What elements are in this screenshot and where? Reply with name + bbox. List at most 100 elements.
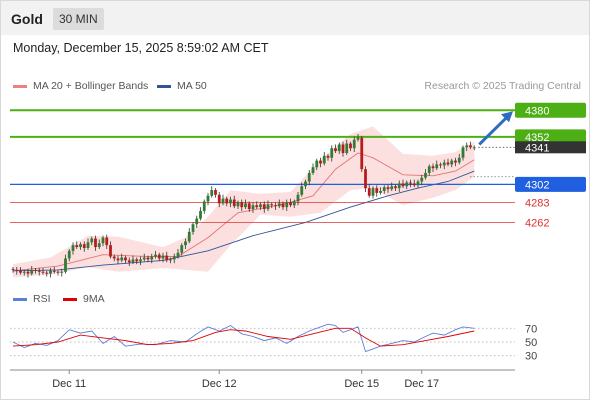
x-tick-label: Dec 15 xyxy=(344,378,379,390)
candle-body xyxy=(217,194,221,204)
candle-body xyxy=(390,186,394,190)
candle-body xyxy=(296,194,300,202)
candle-body xyxy=(427,166,431,173)
candle-body xyxy=(142,257,146,260)
candle-body xyxy=(375,188,379,193)
candle-body xyxy=(262,204,266,210)
candle-body xyxy=(22,271,26,273)
candle-body xyxy=(139,259,142,262)
candle-body xyxy=(127,260,131,263)
forecast-arrow-head xyxy=(501,111,513,123)
candle-body xyxy=(112,256,116,259)
candle-body xyxy=(371,188,375,196)
instrument-title: Gold xyxy=(11,11,43,27)
level-label-4262: 4262 xyxy=(525,217,549,229)
candle-body xyxy=(304,181,307,187)
candle-body xyxy=(71,245,75,251)
candle-body xyxy=(86,242,90,248)
candle-body xyxy=(64,258,67,272)
candle-body xyxy=(461,147,465,158)
candle-body xyxy=(41,271,45,273)
candle-body xyxy=(19,270,22,273)
candle-body xyxy=(165,255,169,261)
candle-body xyxy=(82,244,86,248)
current-price-label: 4341 xyxy=(525,142,549,154)
candle-body xyxy=(49,270,52,274)
candle-body xyxy=(187,231,191,242)
candle-body xyxy=(319,160,322,164)
legend-rsi: RSI xyxy=(13,293,51,305)
candle-body xyxy=(412,183,416,186)
legend-ma50: MA 50 xyxy=(157,80,207,92)
candle-body xyxy=(469,145,472,148)
rsi-tick-50: 50 xyxy=(525,337,537,349)
candle-body xyxy=(442,162,446,166)
rsi-swatch xyxy=(13,297,27,301)
candle-body xyxy=(277,203,281,207)
legend-rsi-ma: 9MA xyxy=(63,293,105,305)
legend-rsi-ma-label: 9MA xyxy=(83,293,105,305)
candle-body xyxy=(229,199,232,204)
candle-body xyxy=(450,160,454,165)
level-tag-4352 xyxy=(515,129,586,145)
rsi-ma-line xyxy=(12,327,475,347)
candle-body xyxy=(120,257,124,261)
candle-body xyxy=(172,256,176,260)
candle-body xyxy=(131,259,135,263)
candle-body xyxy=(472,147,476,149)
candle-body xyxy=(326,155,330,158)
candle-body xyxy=(105,237,109,246)
candle-body xyxy=(345,143,349,153)
candle-body xyxy=(251,205,255,210)
x-tick-label: Dec 12 xyxy=(202,378,237,390)
candle-body xyxy=(311,167,315,173)
candle-body xyxy=(26,271,30,274)
candle-body xyxy=(79,244,82,248)
candle-body xyxy=(60,271,64,273)
legend-ma20: MA 20 + Bollinger Bands xyxy=(13,80,148,92)
forecast-arrow-shaft xyxy=(478,114,511,146)
candle-body xyxy=(356,137,360,140)
candle-body xyxy=(214,190,217,195)
candle-body xyxy=(281,203,285,208)
level-tag-4302 xyxy=(515,176,586,192)
x-tick-label: Dec 11 xyxy=(52,378,86,390)
candle-body xyxy=(124,257,127,261)
rsi-ma-swatch xyxy=(63,297,77,301)
candle-body xyxy=(416,181,420,186)
candle-body xyxy=(75,245,79,248)
ma20-swatch xyxy=(13,84,27,88)
candle-body xyxy=(37,270,41,272)
candle-body xyxy=(315,160,319,168)
rsi-tick-30: 30 xyxy=(525,351,537,363)
candle-body xyxy=(109,245,112,257)
legend-rsi-label: RSI xyxy=(33,293,51,305)
candle-body xyxy=(349,143,352,149)
candle-body xyxy=(405,182,409,187)
candle-body xyxy=(420,177,424,182)
candle-body xyxy=(341,144,345,153)
candle-body xyxy=(465,145,469,148)
level-label-4302: 4302 xyxy=(525,179,549,191)
current-price-tag xyxy=(515,141,586,154)
level-label-4283: 4283 xyxy=(525,197,549,209)
rsi-tick-70: 70 xyxy=(525,323,537,335)
candle-body xyxy=(97,243,101,248)
candle-body xyxy=(289,202,292,206)
candle-body xyxy=(210,190,214,196)
candle-body xyxy=(431,166,435,169)
x-tick-label: Dec 17 xyxy=(404,378,439,390)
candle-body xyxy=(34,269,37,271)
candle-body xyxy=(409,182,412,184)
candle-body xyxy=(90,238,94,243)
candle-body xyxy=(330,148,334,158)
candle-body xyxy=(184,241,187,246)
candle-body xyxy=(15,269,19,271)
level-label-4380: 4380 xyxy=(525,105,549,117)
candle-body xyxy=(364,169,367,189)
candle-body xyxy=(240,202,244,208)
timeframe-badge[interactable]: 30 MIN xyxy=(53,8,104,30)
candle-body xyxy=(247,203,251,210)
candle-body xyxy=(146,257,150,260)
